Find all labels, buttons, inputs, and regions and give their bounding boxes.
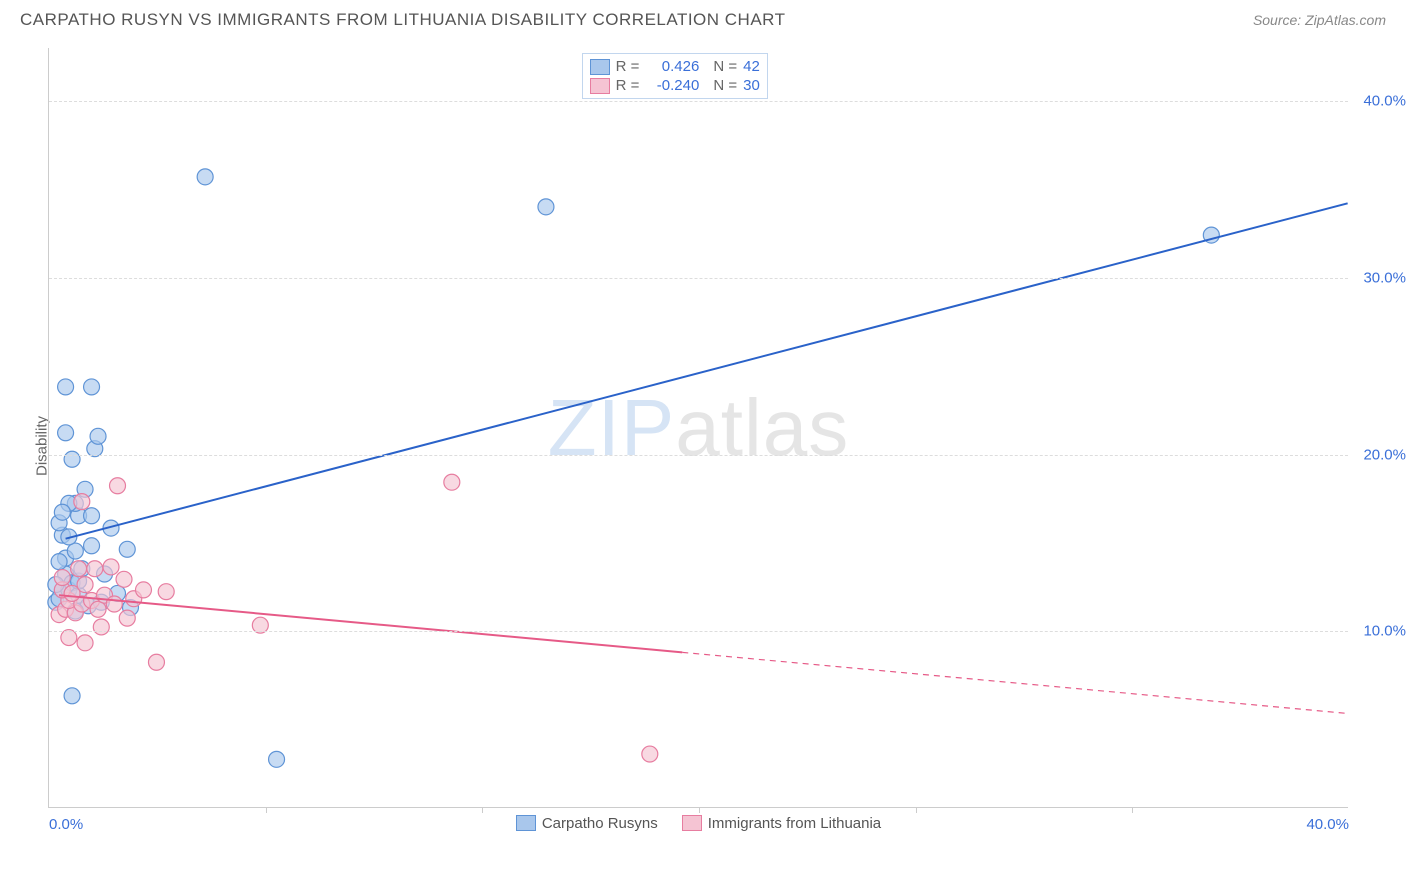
data-point <box>106 596 122 612</box>
n-value: 30 <box>743 77 760 94</box>
data-point <box>119 541 135 557</box>
data-point <box>269 751 285 767</box>
x-tick-label: 40.0% <box>1306 816 1349 833</box>
data-point <box>84 508 100 524</box>
chart-source: Source: ZipAtlas.com <box>1253 12 1386 28</box>
x-tick-mark <box>699 807 700 813</box>
x-tick-mark <box>482 807 483 813</box>
r-label: R = <box>616 58 640 75</box>
n-label: N = <box>713 58 737 75</box>
y-tick-label: 40.0% <box>1363 93 1406 110</box>
data-point <box>197 169 213 185</box>
trend-line-extrapolated <box>682 652 1347 713</box>
grid-line <box>49 101 1348 102</box>
stats-row: R = 0.426 N = 42 <box>586 57 764 76</box>
x-tick-mark <box>266 807 267 813</box>
grid-line <box>49 278 1348 279</box>
data-point <box>87 561 103 577</box>
data-point <box>54 570 70 586</box>
data-point <box>54 504 70 520</box>
chart-plot-area: ZIPatlas R =0.426N =42R =-0.240N =30 Car… <box>48 48 1348 808</box>
data-point <box>158 584 174 600</box>
data-point <box>642 746 658 762</box>
data-point <box>84 379 100 395</box>
data-point <box>64 688 80 704</box>
chart-title: CARPATHO RUSYN VS IMMIGRANTS FROM LITHUA… <box>20 10 786 30</box>
y-tick-label: 30.0% <box>1363 269 1406 286</box>
r-value: 0.426 <box>645 58 699 75</box>
legend-swatch <box>590 78 610 94</box>
y-tick-label: 10.0% <box>1363 623 1406 640</box>
chart-svg <box>49 48 1348 807</box>
data-point <box>116 571 132 587</box>
r-value: -0.240 <box>645 77 699 94</box>
data-point <box>58 379 74 395</box>
grid-line <box>49 455 1348 456</box>
legend-item: Immigrants from Lithuania <box>682 815 881 832</box>
data-point <box>58 425 74 441</box>
legend-label: Carpatho Rusyns <box>542 815 658 832</box>
trend-line <box>66 203 1348 538</box>
r-label: R = <box>616 77 640 94</box>
legend-item: Carpatho Rusyns <box>516 815 658 832</box>
grid-line <box>49 631 1348 632</box>
legend-swatch <box>682 815 702 831</box>
data-point <box>135 582 151 598</box>
data-point <box>74 494 90 510</box>
data-point <box>119 610 135 626</box>
legend-swatch <box>590 59 610 75</box>
data-point <box>90 428 106 444</box>
data-point <box>538 199 554 215</box>
trend-line <box>59 595 682 652</box>
legend-label: Immigrants from Lithuania <box>708 815 881 832</box>
y-tick-label: 20.0% <box>1363 446 1406 463</box>
stats-row: R = -0.240 N = 30 <box>586 76 764 95</box>
data-point <box>110 478 126 494</box>
legend-swatch <box>516 815 536 831</box>
data-point <box>93 619 109 635</box>
bottom-legend: Carpatho Rusyns Immigrants from Lithuania <box>49 815 1348 836</box>
n-value: 42 <box>743 58 760 75</box>
data-point <box>84 538 100 554</box>
data-point <box>444 474 460 490</box>
data-point <box>51 554 67 570</box>
stats-legend-box: R = 0.426 N = 42 R = -0.240 N = 30 <box>582 53 768 99</box>
chart-header: CARPATHO RUSYN VS IMMIGRANTS FROM LITHUA… <box>0 0 1406 38</box>
x-tick-mark <box>1132 807 1133 813</box>
data-point <box>77 635 93 651</box>
n-label: N = <box>713 77 737 94</box>
x-tick-label: 0.0% <box>49 816 83 833</box>
data-point <box>77 577 93 593</box>
x-tick-mark <box>916 807 917 813</box>
data-point <box>148 654 164 670</box>
data-point <box>71 561 87 577</box>
data-point <box>103 559 119 575</box>
